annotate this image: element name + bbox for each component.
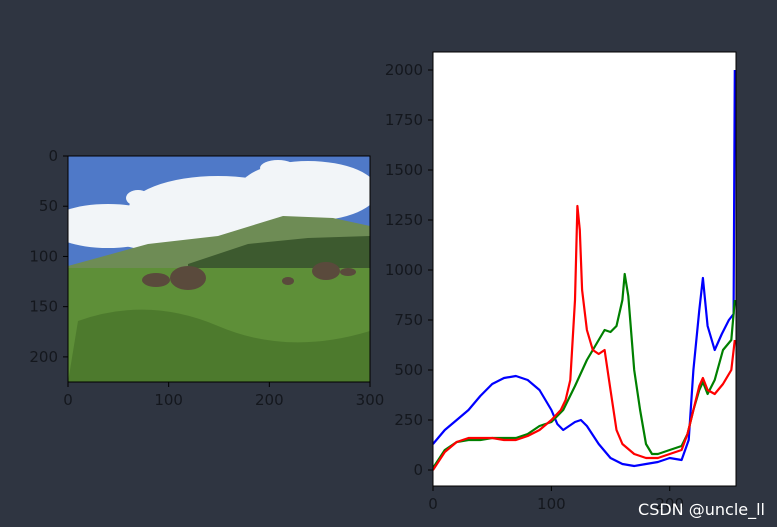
plot-area [433, 52, 736, 486]
treeline [188, 236, 370, 270]
y-tick-label: 0 [48, 147, 58, 165]
y-tick-label: 1000 [385, 261, 423, 279]
y-tick-label: 1500 [385, 161, 423, 179]
cloud [126, 190, 150, 206]
y-tick-label: 200 [29, 348, 58, 366]
y-tick-label: 100 [29, 247, 58, 265]
x-tick-label: 0 [428, 495, 438, 513]
series-line-red [433, 204, 736, 471]
cow [142, 273, 170, 287]
y-tick-label: 50 [39, 197, 58, 215]
image-ticks: 0 100 200 300 0 50 100 150 200 [29, 147, 384, 409]
y-tick-label: 150 [29, 298, 58, 316]
y-tick-label: 500 [394, 361, 423, 379]
cow [312, 262, 340, 280]
cloud [238, 161, 370, 221]
image-frame [67, 155, 371, 383]
grass-shadow [68, 309, 370, 382]
watermark: CSDN @uncle_ll [638, 500, 765, 519]
x-tick-label: 300 [356, 391, 385, 409]
y-tick-label: 2000 [385, 61, 423, 79]
series-line-blue [433, 69, 736, 468]
y-tick-label: 1750 [385, 111, 423, 129]
plot-frame [432, 51, 737, 487]
y-tick-label: 250 [394, 411, 423, 429]
x-tick-label: 200 [655, 495, 684, 513]
x-tick-label: 0 [63, 391, 73, 409]
cloud [260, 160, 296, 176]
image-axes: 0 100 200 300 0 50 100 150 200 [29, 147, 384, 409]
x-tick-label: 100 [537, 495, 566, 513]
cow [340, 268, 356, 276]
cow [170, 266, 206, 290]
cow [282, 277, 294, 285]
x-tick-label: 200 [255, 391, 284, 409]
y-tick-label: 1250 [385, 211, 423, 229]
y-tick-label: 750 [394, 311, 423, 329]
x-tick-label: 100 [154, 391, 183, 409]
y-tick-label: 0 [413, 461, 423, 479]
series-layer [433, 69, 736, 471]
landscape-photo [68, 156, 370, 382]
